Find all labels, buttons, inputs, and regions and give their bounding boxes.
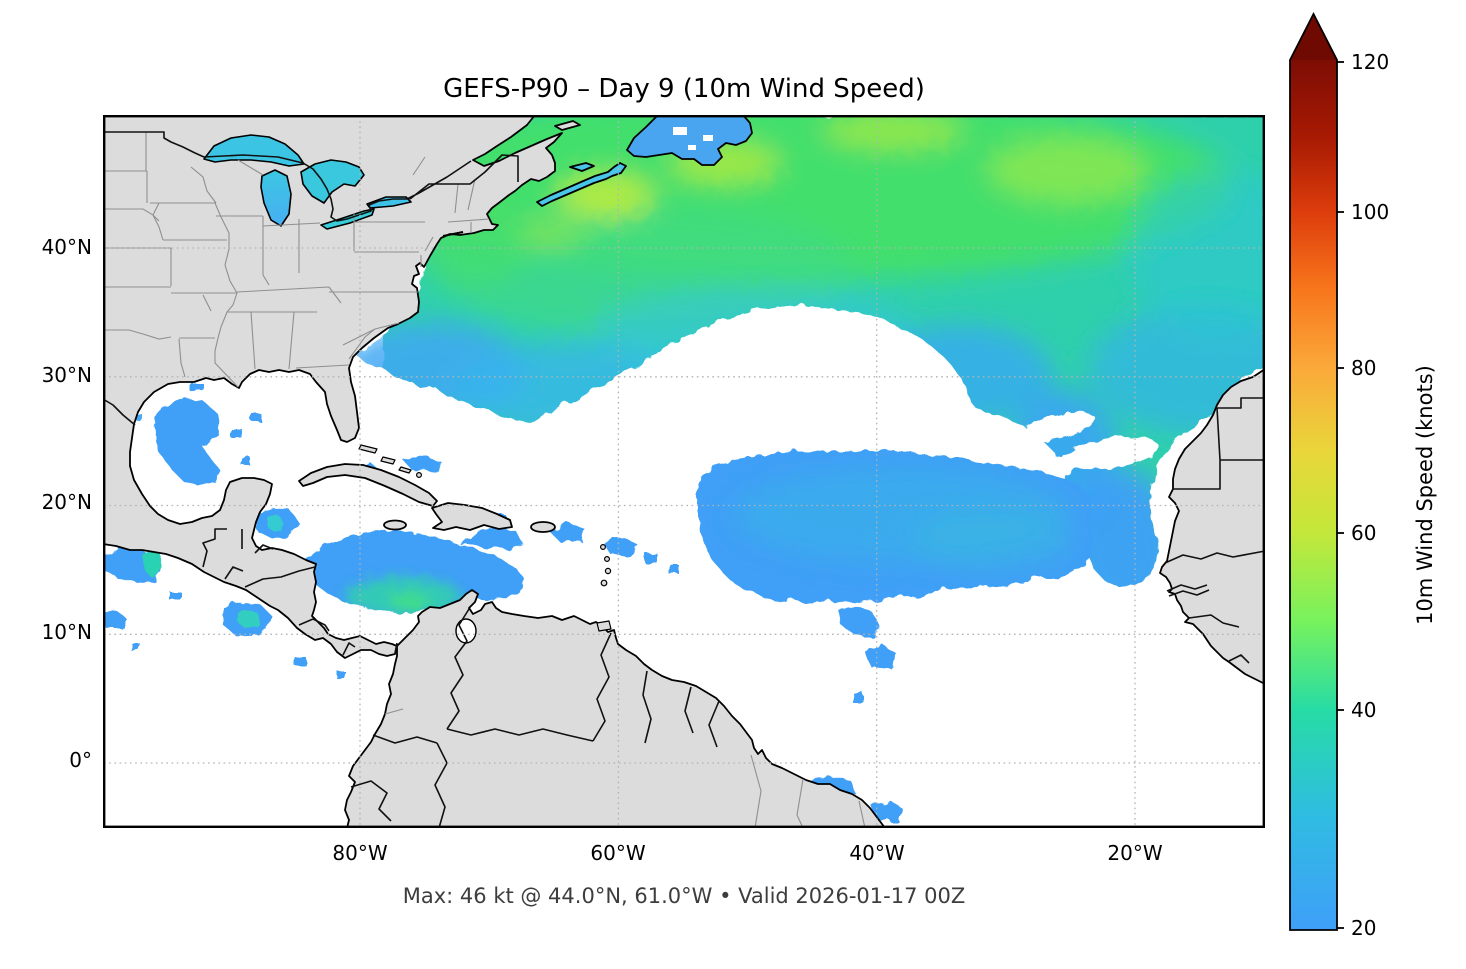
y-tick-0: 0° <box>69 748 92 772</box>
cbar-tick-120: 120 <box>1351 50 1389 74</box>
y-tick-10n: 10°N <box>41 620 92 644</box>
north-america <box>103 115 563 659</box>
bahamas <box>358 444 423 479</box>
wind-region-north-atlantic <box>355 115 1265 587</box>
prince-edward-island <box>569 162 595 172</box>
lake-huron <box>300 159 365 204</box>
puerto-rico <box>530 521 556 533</box>
chart-caption: Max: 46 kt @ 44.0°N, 61.0°W • Valid 2026… <box>402 884 966 908</box>
map-axes <box>103 115 1265 828</box>
landmasses <box>103 115 1265 828</box>
colorbar: 120 100 80 60 40 20 10m Wind Speed (knot… <box>1289 12 1437 940</box>
wind-speed-field <box>103 115 1265 821</box>
y-tick-40n: 40°N <box>41 235 92 259</box>
lake-superior <box>203 134 305 167</box>
x-tick-80w: 80°W <box>332 841 388 865</box>
nova-scotia <box>536 162 627 207</box>
y-tick-20n: 20°N <box>41 490 92 514</box>
y-tick-30n: 30°N <box>41 363 92 387</box>
country-borders <box>103 131 1265 828</box>
wind-region-east-pacific <box>103 547 345 679</box>
colorbar-gradient <box>1290 60 1337 930</box>
south-america <box>344 589 886 828</box>
cuba <box>298 463 438 507</box>
chart-title: GEFS-P90 – Day 9 (10m Wind Speed) <box>443 74 925 104</box>
x-tick-20w: 20°W <box>1107 841 1163 865</box>
windy-land <box>536 115 753 207</box>
long-island <box>442 231 464 237</box>
newfoundland-calm-specks <box>673 127 713 150</box>
hispaniola <box>431 502 513 531</box>
anticosti-island <box>554 120 581 131</box>
cbar-tick-80: 80 <box>1351 356 1376 380</box>
state-borders <box>103 132 866 828</box>
wind-patches-caribbean-scatter <box>253 455 679 574</box>
colorbar-outline <box>1289 12 1338 931</box>
cbar-tick-20: 20 <box>1351 916 1376 940</box>
lake-michigan <box>260 169 292 227</box>
africa <box>1159 368 1265 685</box>
cbar-tick-60: 60 <box>1351 521 1376 545</box>
colorbar-axis-label: 10m Wind Speed (knots) <box>1413 365 1437 625</box>
jamaica <box>383 519 407 531</box>
x-tick-40w: 40°W <box>849 841 905 865</box>
trinidad <box>596 620 612 632</box>
x-tick-60w: 60°W <box>590 841 646 865</box>
cbar-tick-100: 100 <box>1351 200 1389 224</box>
lesser-antilles <box>596 544 612 632</box>
colorbar-extend-arrow <box>1290 14 1337 60</box>
wind-region-trade-belt <box>697 451 1095 603</box>
cbar-tick-40: 40 <box>1351 698 1376 722</box>
axes-spine <box>103 115 1265 828</box>
colorbar-ticks <box>1337 61 1344 929</box>
